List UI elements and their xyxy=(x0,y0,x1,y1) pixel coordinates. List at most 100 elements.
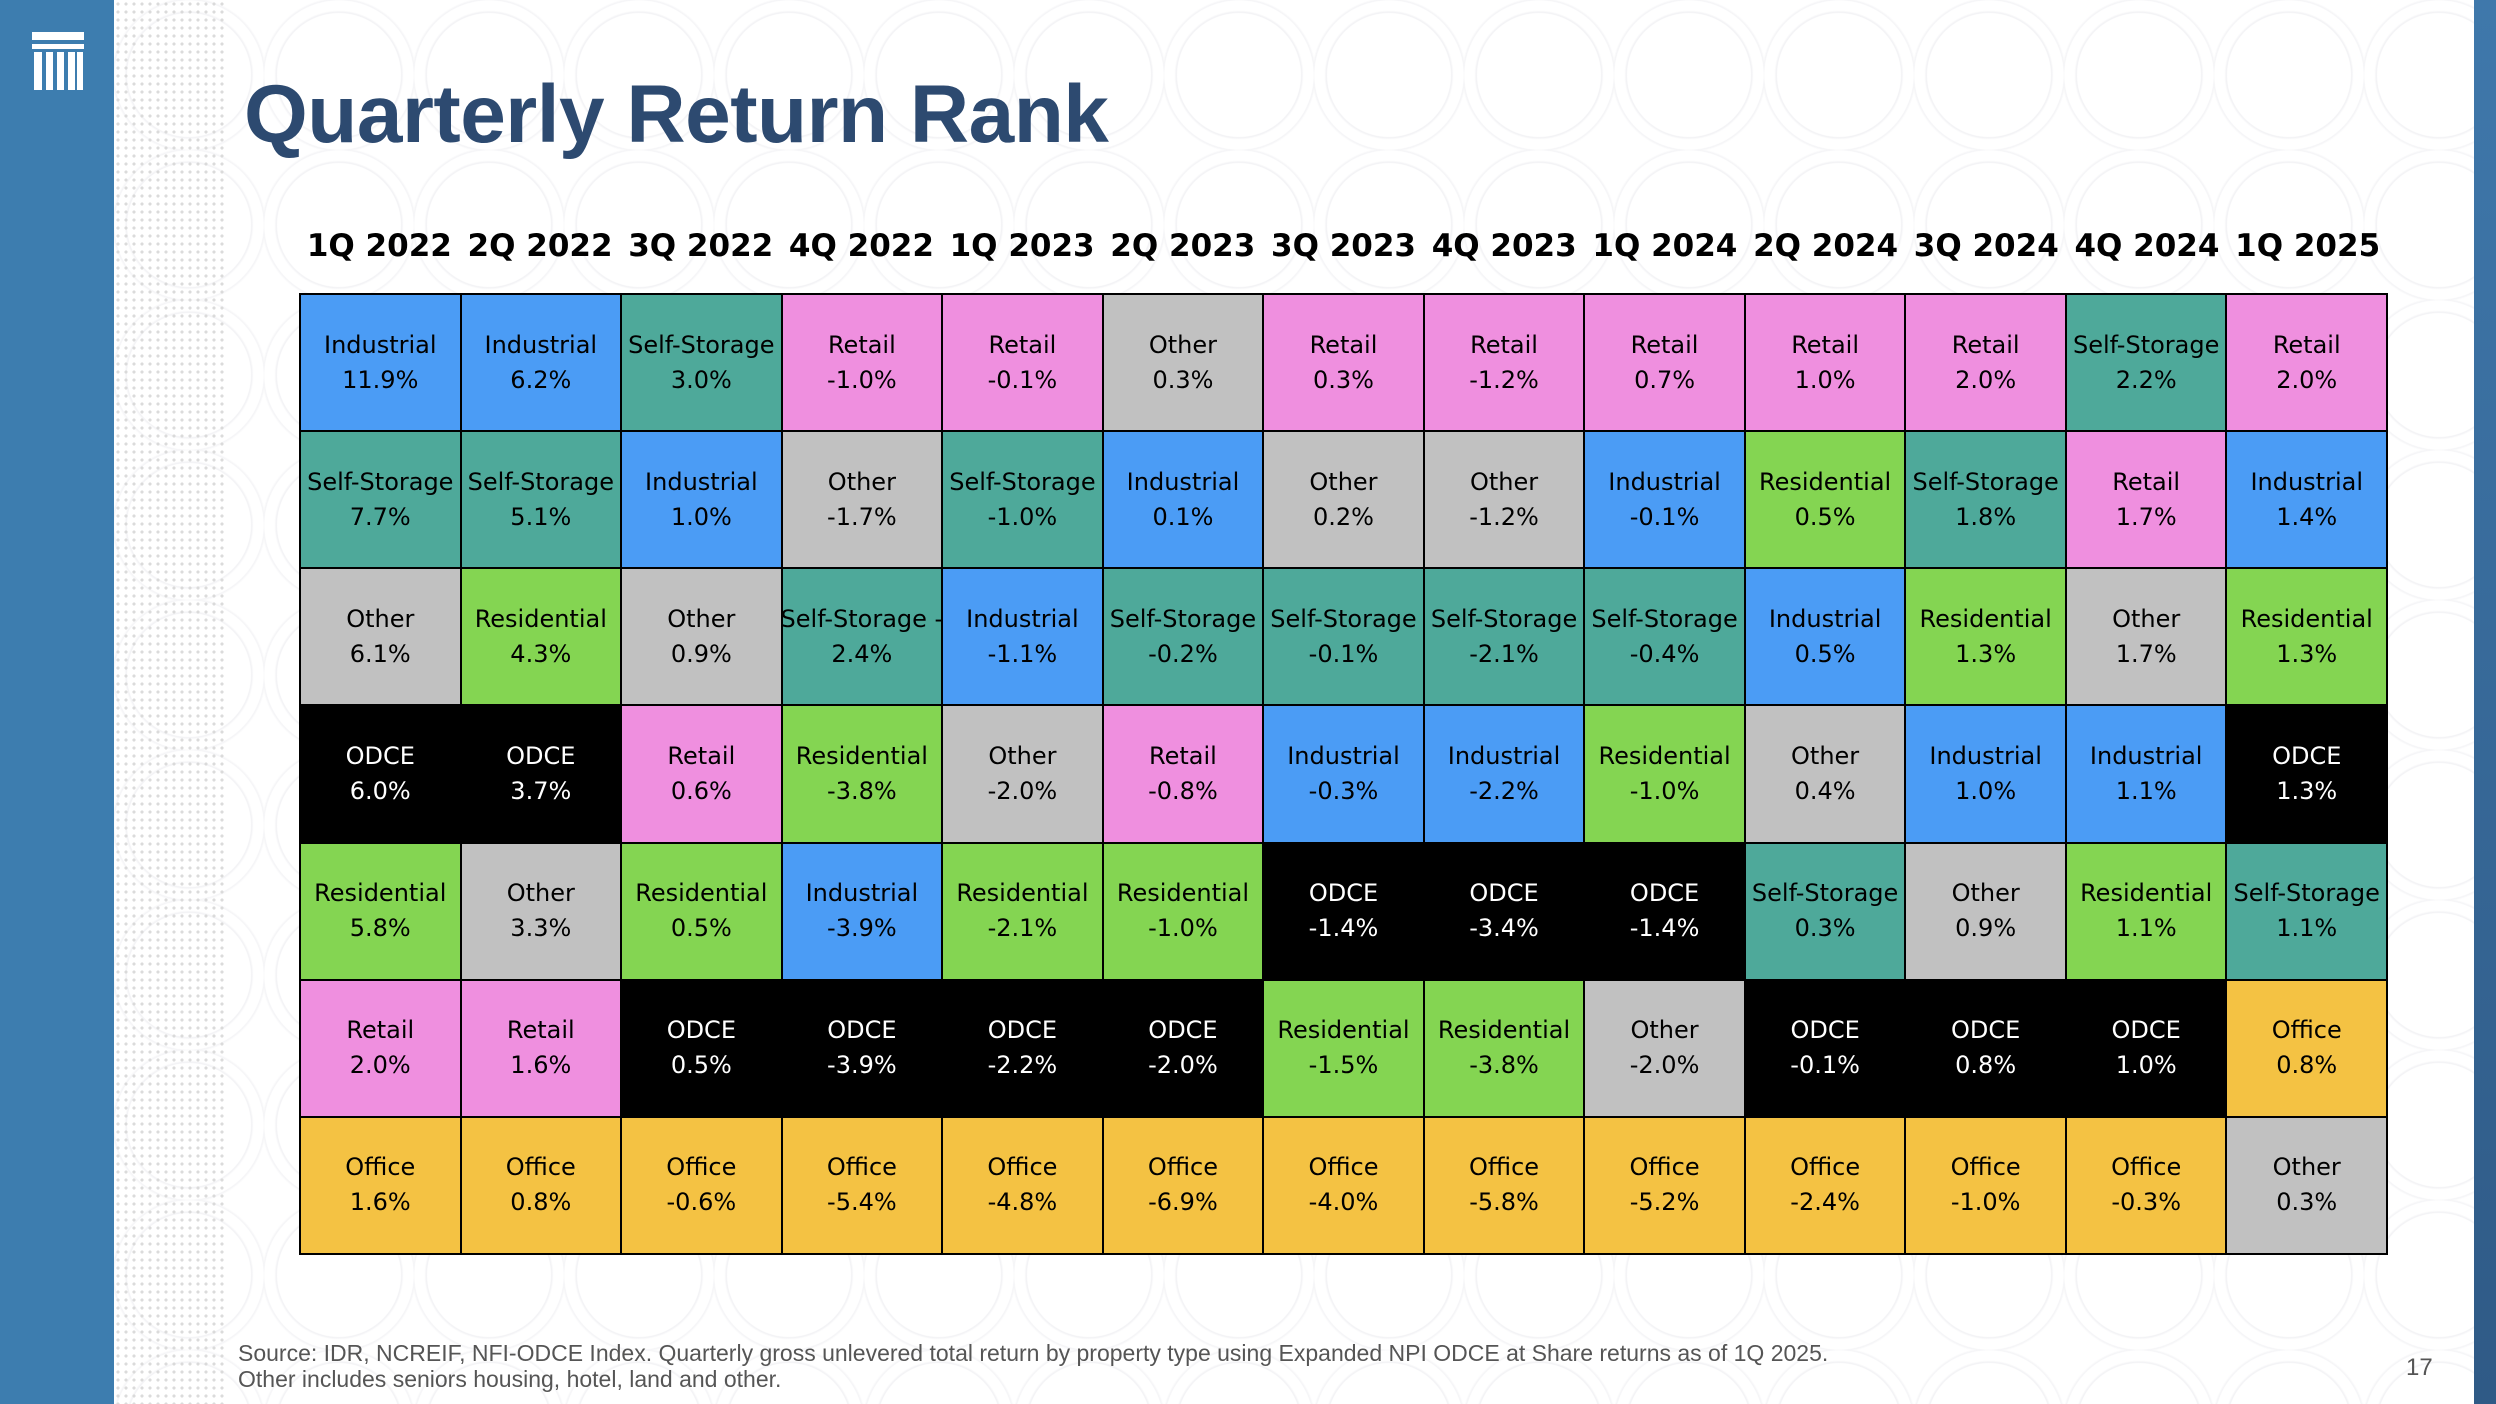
return-value-label: 0.9% xyxy=(1955,914,2017,943)
return-value-label: -3.4% xyxy=(1469,914,1539,943)
property-type-label: Industrial xyxy=(1126,467,1240,496)
table-cell: ODCE -2.0% xyxy=(1103,980,1263,1116)
property-type-label: Other xyxy=(1630,1016,1699,1045)
table-cell: Residential 5.8% xyxy=(301,843,460,979)
column-header: 3Q 2024 xyxy=(1913,228,2059,264)
return-value-label: 3.0% xyxy=(670,365,732,394)
column-header: 3Q 2023 xyxy=(1271,228,1416,264)
return-value-label: 1.1% xyxy=(2115,776,2177,805)
property-type-label: Retail xyxy=(988,330,1057,359)
property-type-label: Industrial xyxy=(2089,741,2203,770)
return-value-label: 1.4% xyxy=(2276,502,2338,531)
return-value-label: -1.0% xyxy=(1148,914,1218,943)
return-value-label: -1.4% xyxy=(1308,914,1379,943)
company-logo-icon xyxy=(32,32,84,90)
return-value-label: -2.1% xyxy=(987,914,1058,943)
return-value-label: 3.3% xyxy=(510,914,572,943)
property-type-label: Office xyxy=(2271,1016,2342,1045)
return-value-label: 5.1% xyxy=(510,502,572,531)
property-type-label: Industrial xyxy=(1608,467,1721,496)
return-value-label: 1.3% xyxy=(2276,639,2338,668)
return-value-label: -1.5% xyxy=(1308,1051,1379,1080)
return-value-label: -0.1% xyxy=(1308,639,1379,668)
table-cell: Office -2.4% xyxy=(1745,1117,1905,1253)
property-type-label: Retail xyxy=(346,1016,415,1045)
return-value-label: 1.0% xyxy=(1794,365,1856,394)
table-cell: Retail 0.6% xyxy=(622,706,781,842)
column-header: 3Q 2022 xyxy=(628,228,774,264)
property-type-label: Retail xyxy=(1791,330,1860,359)
property-type-label: Industrial xyxy=(1287,741,1400,770)
source-note: Source: IDR, NCREIF, NFI-ODCE Index. Qua… xyxy=(238,1340,1828,1392)
table-cell: Retail 1.7% xyxy=(2066,432,2226,568)
return-value-label: -1.0% xyxy=(987,502,1058,531)
return-value-label: 3.7% xyxy=(510,776,572,805)
table-cell: Other 0.9% xyxy=(1906,843,2065,979)
property-type-label: ODCE xyxy=(2272,741,2342,770)
property-type-label: Office xyxy=(666,1153,737,1182)
table-cell: ODCE -3.9% xyxy=(782,980,942,1116)
return-value-label: 6.0% xyxy=(349,776,411,805)
return-value-label: -1.4% xyxy=(1629,914,1700,943)
property-type-label: Residential xyxy=(2080,879,2213,908)
return-value-label: 0.6% xyxy=(670,776,732,805)
property-type-label: Other xyxy=(506,879,575,908)
property-type-label: Retail xyxy=(2272,330,2341,359)
table-cell: Other 0.4% xyxy=(1745,706,1905,842)
table-cell: Self-Storage 1.8% xyxy=(1906,432,2065,568)
table-cell: Office -6.9% xyxy=(1103,1117,1263,1253)
property-type-label: Self-Storage xyxy=(1430,604,1578,633)
property-type-label: Residential xyxy=(1759,467,1892,496)
page-title: Quarterly Return Rank xyxy=(244,69,1109,160)
property-type-label: Residential xyxy=(474,604,607,633)
table-cell: ODCE 6.0% xyxy=(301,706,460,842)
return-value-label: 5.8% xyxy=(349,914,411,943)
table-cell: Other 0.3% xyxy=(1103,295,1263,431)
table-cell: Office -5.2% xyxy=(1585,1117,1744,1253)
table-cell: Retail -0.8% xyxy=(1103,706,1263,842)
source-line-2: Other includes seniors housing, hotel, l… xyxy=(238,1366,782,1392)
return-value-label: 1.1% xyxy=(2276,914,2338,943)
property-type-label: Residential xyxy=(1919,604,2052,633)
property-type-label: Office xyxy=(1147,1153,1218,1182)
property-type-label: Self-Storage - xyxy=(782,604,942,633)
property-type-label: Industrial xyxy=(1447,741,1561,770)
return-value-label: 4.3% xyxy=(510,639,572,668)
return-value-label: -0.1% xyxy=(1629,502,1700,531)
return-value-label: 0.9% xyxy=(670,639,732,668)
table-cell: Industrial -0.3% xyxy=(1264,706,1423,842)
table-cell: Self-Storage -2.1% xyxy=(1424,569,1584,705)
return-value-label: -3.8% xyxy=(1469,1051,1539,1080)
table-cell: Office 0.8% xyxy=(461,1117,621,1253)
table-cell: Office -4.0% xyxy=(1264,1117,1423,1253)
sidebar-band xyxy=(0,0,114,1404)
return-value-label: -0.8% xyxy=(1148,776,1218,805)
column-header: 4Q 2024 xyxy=(2074,228,2220,264)
property-type-label: Office xyxy=(1950,1153,2021,1182)
property-type-label: Industrial xyxy=(805,879,919,908)
return-value-label: 2.4% xyxy=(831,639,893,668)
table-cell: Residential 0.5% xyxy=(622,843,781,979)
property-type-label: Office xyxy=(1790,1153,1861,1182)
return-value-label: 0.7% xyxy=(1634,365,1696,394)
property-type-label: Self-Storage xyxy=(1109,604,1257,633)
table-cell: Industrial 0.5% xyxy=(1745,569,1905,705)
property-type-label: ODCE xyxy=(2111,1016,2181,1045)
return-value-label: 0.4% xyxy=(1794,776,1856,805)
table-cell: Self-Storage 1.1% xyxy=(2227,843,2386,979)
property-type-label: ODCE xyxy=(506,741,576,770)
table-cell: Other 3.3% xyxy=(461,843,621,979)
return-value-label: 1.6% xyxy=(510,1051,572,1080)
property-type-label: Industrial xyxy=(484,330,598,359)
property-type-label: Retail xyxy=(667,741,736,770)
property-type-label: ODCE xyxy=(827,1016,897,1045)
column-header: 4Q 2023 xyxy=(1431,228,1577,264)
return-value-label: 0.8% xyxy=(2276,1051,2338,1080)
return-value-label: -2.2% xyxy=(987,1051,1058,1080)
column-header: 1Q 2023 xyxy=(949,228,1095,264)
table-cell: Retail 0.3% xyxy=(1264,295,1423,431)
table-cell: Other -2.0% xyxy=(1585,980,1744,1116)
table-cell: Residential 1.3% xyxy=(1906,569,2065,705)
property-type-label: Other xyxy=(667,604,736,633)
return-value-label: -5.8% xyxy=(1469,1188,1539,1217)
